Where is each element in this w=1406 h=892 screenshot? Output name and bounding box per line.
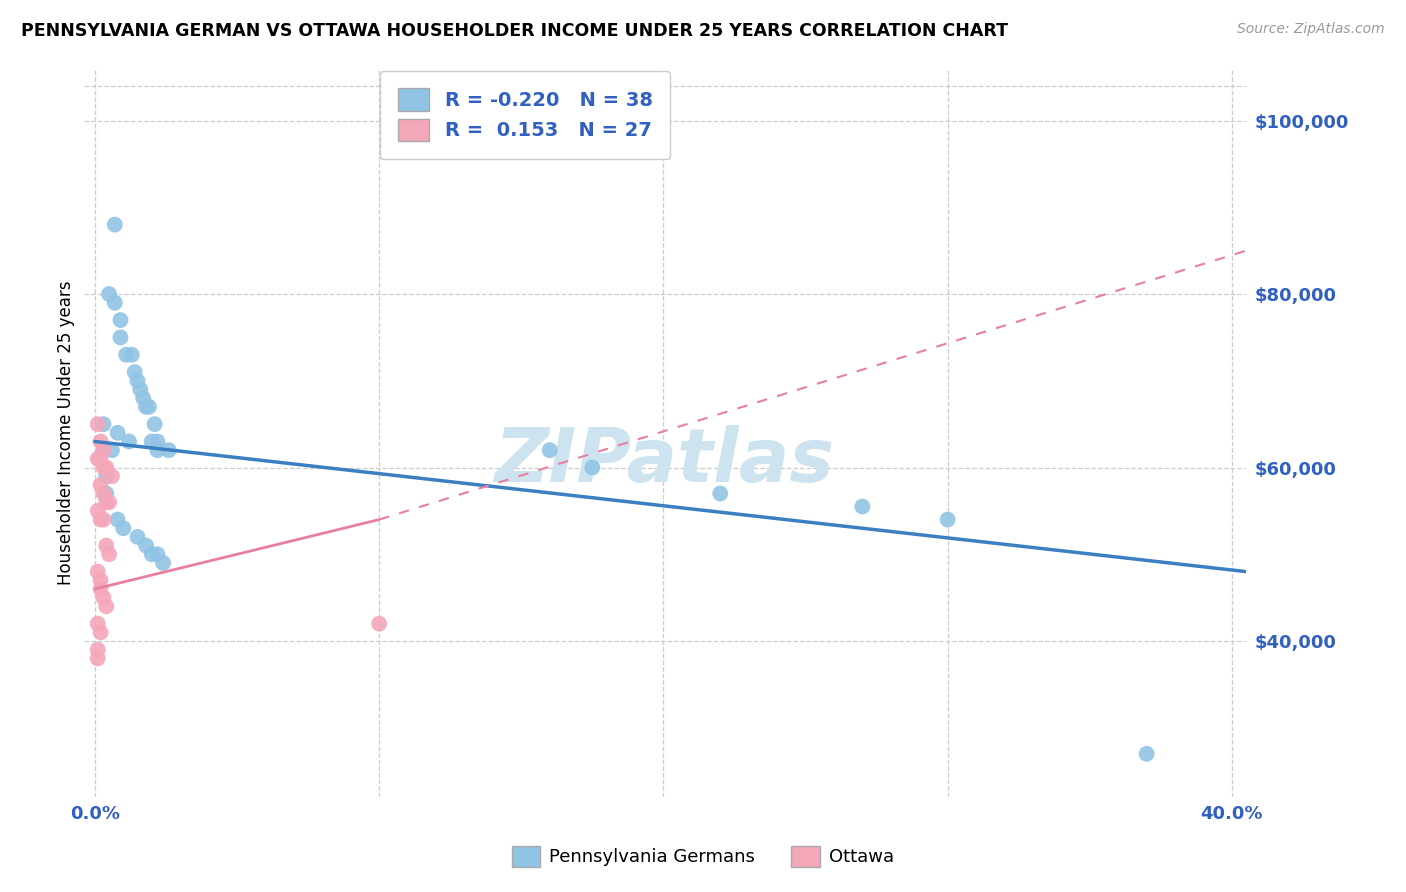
Point <box>127 374 149 388</box>
Point <box>146 443 169 458</box>
Text: Source: ZipAtlas.com: Source: ZipAtlas.com <box>1237 22 1385 37</box>
Point <box>368 616 391 631</box>
Point <box>1136 747 1159 761</box>
Point <box>90 512 112 526</box>
Point <box>121 348 143 362</box>
Point <box>98 287 121 301</box>
Point <box>93 512 115 526</box>
Point <box>96 495 118 509</box>
Point <box>93 460 115 475</box>
Point <box>87 504 110 518</box>
Point <box>141 547 163 561</box>
Point <box>152 556 174 570</box>
Point <box>90 434 112 449</box>
Text: ZIPatlas: ZIPatlas <box>495 425 835 499</box>
Point <box>90 574 112 588</box>
Point <box>135 400 157 414</box>
Point <box>90 451 112 466</box>
Point <box>98 495 121 509</box>
Point <box>104 295 127 310</box>
Legend: R = -0.220   N = 38, R =  0.153   N = 27: R = -0.220 N = 38, R = 0.153 N = 27 <box>381 71 671 159</box>
Point <box>93 417 115 432</box>
Point <box>118 434 141 449</box>
Point <box>93 486 115 500</box>
Point <box>87 417 110 432</box>
Point <box>87 651 110 665</box>
Point <box>129 383 152 397</box>
Point <box>146 434 169 449</box>
Point <box>110 313 132 327</box>
Legend: Pennsylvania Germans, Ottawa: Pennsylvania Germans, Ottawa <box>505 838 901 874</box>
Point <box>87 616 110 631</box>
Point <box>96 469 118 483</box>
Point <box>107 425 129 440</box>
Point <box>851 500 873 514</box>
Point <box>146 547 169 561</box>
Point <box>93 443 115 458</box>
Point <box>87 565 110 579</box>
Text: PENNSYLVANIA GERMAN VS OTTAWA HOUSEHOLDER INCOME UNDER 25 YEARS CORRELATION CHAR: PENNSYLVANIA GERMAN VS OTTAWA HOUSEHOLDE… <box>21 22 1008 40</box>
Y-axis label: Householder Income Under 25 years: Householder Income Under 25 years <box>58 281 75 585</box>
Point <box>101 469 124 483</box>
Point <box>93 443 115 458</box>
Point <box>138 400 160 414</box>
Point <box>143 417 166 432</box>
Point <box>107 512 129 526</box>
Point <box>127 530 149 544</box>
Point <box>110 330 132 344</box>
Point <box>124 365 146 379</box>
Point <box>98 547 121 561</box>
Point <box>157 443 180 458</box>
Point <box>135 539 157 553</box>
Point <box>96 599 118 614</box>
Point <box>87 642 110 657</box>
Point <box>936 512 959 526</box>
Point <box>87 451 110 466</box>
Point <box>538 443 561 458</box>
Point <box>90 478 112 492</box>
Point <box>90 582 112 596</box>
Point <box>96 460 118 475</box>
Point <box>141 434 163 449</box>
Point <box>101 443 124 458</box>
Point <box>112 521 135 535</box>
Point <box>709 486 731 500</box>
Point <box>132 391 155 405</box>
Point <box>96 486 118 500</box>
Point <box>104 218 127 232</box>
Point <box>581 460 603 475</box>
Point <box>90 625 112 640</box>
Point <box>96 539 118 553</box>
Point <box>93 591 115 605</box>
Point <box>115 348 138 362</box>
